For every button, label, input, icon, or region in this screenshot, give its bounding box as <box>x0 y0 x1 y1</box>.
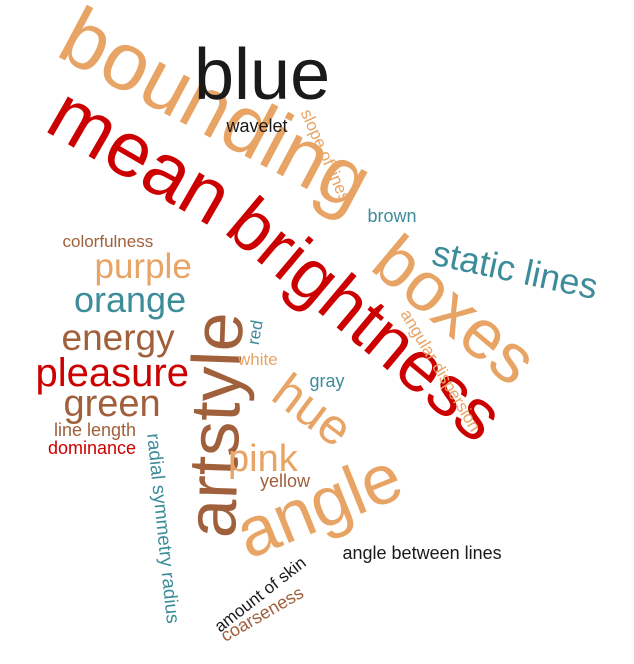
word-brown: brown <box>367 206 417 226</box>
word-gray: gray <box>309 371 345 391</box>
word-dominance: dominance <box>48 438 137 458</box>
word-green: green <box>63 383 161 425</box>
word-line-length: line length <box>54 420 137 440</box>
word-wavelet: wavelet <box>226 116 288 136</box>
word-pleasure: pleasure <box>35 351 189 395</box>
word-orange: orange <box>74 279 187 320</box>
word-colorfulness: colorfulness <box>62 231 154 251</box>
word-white: white <box>238 349 278 369</box>
word-red: red <box>243 318 267 346</box>
word-pink: pink <box>228 438 298 480</box>
word-angle-between-lines: angle between lines <box>342 543 502 563</box>
word-yellow: yellow <box>260 471 311 491</box>
word-energy: energy <box>61 316 175 358</box>
word-blue: blue <box>194 35 331 115</box>
word-purple: purple <box>94 246 192 286</box>
